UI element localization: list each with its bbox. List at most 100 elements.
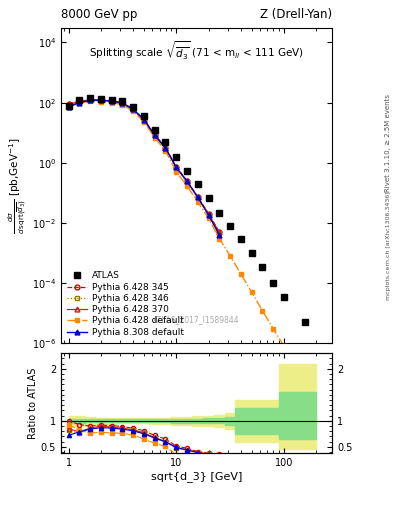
ATLAS: [314, 347, 319, 353]
Pythia 6.428 345: [185, 178, 189, 184]
Pythia 8.308 default: [206, 212, 211, 218]
Pythia 6.428 default: [281, 343, 286, 349]
Pythia 6.428 default: [99, 99, 103, 105]
Text: Z (Drell-Yan): Z (Drell-Yan): [260, 8, 332, 20]
Pythia 6.428 345: [206, 211, 211, 217]
Pythia 6.428 370: [217, 229, 222, 236]
Pythia 6.428 345: [174, 164, 178, 170]
Pythia 6.428 370: [206, 211, 211, 218]
Pythia 6.428 default: [260, 308, 265, 314]
Pythia 6.428 370: [99, 97, 103, 103]
Pythia 6.428 default: [314, 386, 319, 392]
Pythia 6.428 345: [99, 97, 103, 103]
Pythia 6.428 370: [163, 145, 168, 151]
Pythia 6.428 345: [163, 144, 168, 151]
Pythia 6.428 345: [195, 194, 200, 200]
Pythia 6.428 default: [141, 119, 146, 125]
ATLAS: [163, 139, 168, 145]
Pythia 8.308 default: [152, 132, 157, 138]
Pythia 6.428 default: [206, 216, 211, 222]
Pythia 6.428 346: [206, 212, 211, 218]
Pythia 6.428 default: [303, 365, 308, 371]
Pythia 6.428 346: [195, 195, 200, 201]
Pythia 6.428 345: [77, 98, 82, 104]
Legend: ATLAS, Pythia 6.428 345, Pythia 6.428 346, Pythia 6.428 370, Pythia 6.428 defaul: ATLAS, Pythia 6.428 345, Pythia 6.428 34…: [65, 270, 185, 338]
ATLAS: [217, 209, 222, 216]
ATLAS: [249, 250, 254, 256]
Pythia 6.428 345: [109, 98, 114, 104]
Pythia 6.428 346: [152, 133, 157, 139]
Pythia 8.308 default: [99, 97, 103, 103]
Pythia 6.428 default: [239, 271, 243, 277]
Pythia 6.428 370: [152, 132, 157, 138]
Y-axis label: $\frac{d\sigma}{d\,\mathrm{sqrt}(\overline{d_3})}$ [pb,GeV$^{-1}$]: $\frac{d\sigma}{d\,\mathrm{sqrt}(\overli…: [6, 137, 28, 234]
Line: Pythia 6.428 345: Pythia 6.428 345: [66, 97, 222, 234]
Pythia 6.428 346: [66, 102, 71, 108]
Line: Pythia 6.428 370: Pythia 6.428 370: [66, 97, 222, 235]
Pythia 6.428 345: [120, 99, 125, 105]
Pythia 6.428 default: [249, 289, 254, 295]
Line: Pythia 8.308 default: Pythia 8.308 default: [66, 98, 222, 237]
ATLAS: [174, 154, 178, 160]
Pythia 6.428 default: [120, 101, 125, 108]
ATLAS: [109, 97, 114, 103]
Pythia 6.428 345: [88, 97, 92, 103]
Pythia 6.428 default: [88, 98, 92, 104]
Line: Pythia 6.428 346: Pythia 6.428 346: [66, 98, 222, 236]
Pythia 8.308 default: [88, 97, 92, 103]
Pythia 6.428 default: [271, 326, 275, 332]
Pythia 6.428 default: [185, 183, 189, 189]
ATLAS: [152, 127, 157, 133]
Pythia 6.428 346: [99, 97, 103, 103]
ATLAS: [195, 181, 200, 187]
Pythia 8.308 default: [163, 145, 168, 151]
Pythia 6.428 default: [131, 108, 136, 114]
Text: mcplots.cern.ch [arXiv:1306.3436]: mcplots.cern.ch [arXiv:1306.3436]: [386, 191, 391, 300]
ATLAS: [228, 223, 232, 229]
Line: Pythia 6.428 default: Pythia 6.428 default: [66, 99, 319, 391]
Pythia 8.308 default: [174, 164, 178, 170]
X-axis label: sqrt{d_3} [GeV]: sqrt{d_3} [GeV]: [151, 471, 242, 482]
Pythia 8.308 default: [131, 106, 136, 112]
ATLAS: [88, 95, 92, 101]
Pythia 6.428 370: [141, 117, 146, 123]
Pythia 6.428 default: [109, 99, 114, 105]
ATLAS: [66, 102, 71, 109]
Pythia 6.428 370: [120, 100, 125, 106]
Pythia 8.308 default: [185, 178, 189, 184]
Text: Splitting scale $\sqrt{\overline{d_3}}$ (71 < m$_{ll}$ < 111 GeV): Splitting scale $\sqrt{\overline{d_3}}$ …: [89, 39, 304, 61]
Text: ATLAS_2017_I1589844: ATLAS_2017_I1589844: [153, 315, 240, 324]
Pythia 6.428 default: [152, 135, 157, 141]
Pythia 6.428 346: [77, 99, 82, 105]
Pythia 6.428 346: [120, 100, 125, 106]
Pythia 8.308 default: [141, 117, 146, 123]
ATLAS: [239, 236, 243, 242]
ATLAS: [120, 98, 125, 104]
Pythia 6.428 346: [163, 145, 168, 152]
Pythia 6.428 370: [174, 164, 178, 170]
Pythia 6.428 370: [195, 194, 200, 200]
Pythia 6.428 346: [174, 165, 178, 171]
Pythia 6.428 370: [185, 178, 189, 184]
Pythia 6.428 default: [77, 100, 82, 106]
Pythia 6.428 default: [217, 236, 222, 242]
Pythia 6.428 default: [163, 147, 168, 154]
Pythia 6.428 370: [109, 98, 114, 104]
Pythia 6.428 370: [88, 97, 92, 103]
Pythia 6.428 default: [66, 104, 71, 110]
Pythia 6.428 370: [66, 101, 71, 108]
Pythia 6.428 370: [131, 106, 136, 113]
Pythia 6.428 345: [131, 106, 136, 112]
ATLAS: [281, 293, 286, 300]
Line: ATLAS: ATLAS: [65, 95, 320, 353]
ATLAS: [131, 104, 136, 110]
Pythia 6.428 345: [217, 229, 222, 235]
Pythia 8.308 default: [109, 98, 114, 104]
Pythia 8.308 default: [77, 99, 82, 105]
Pythia 6.428 370: [77, 98, 82, 104]
Pythia 6.428 default: [228, 253, 232, 259]
Pythia 6.428 default: [174, 168, 178, 175]
Pythia 6.428 346: [141, 117, 146, 123]
Pythia 6.428 default: [195, 199, 200, 205]
Pythia 6.428 346: [131, 106, 136, 113]
